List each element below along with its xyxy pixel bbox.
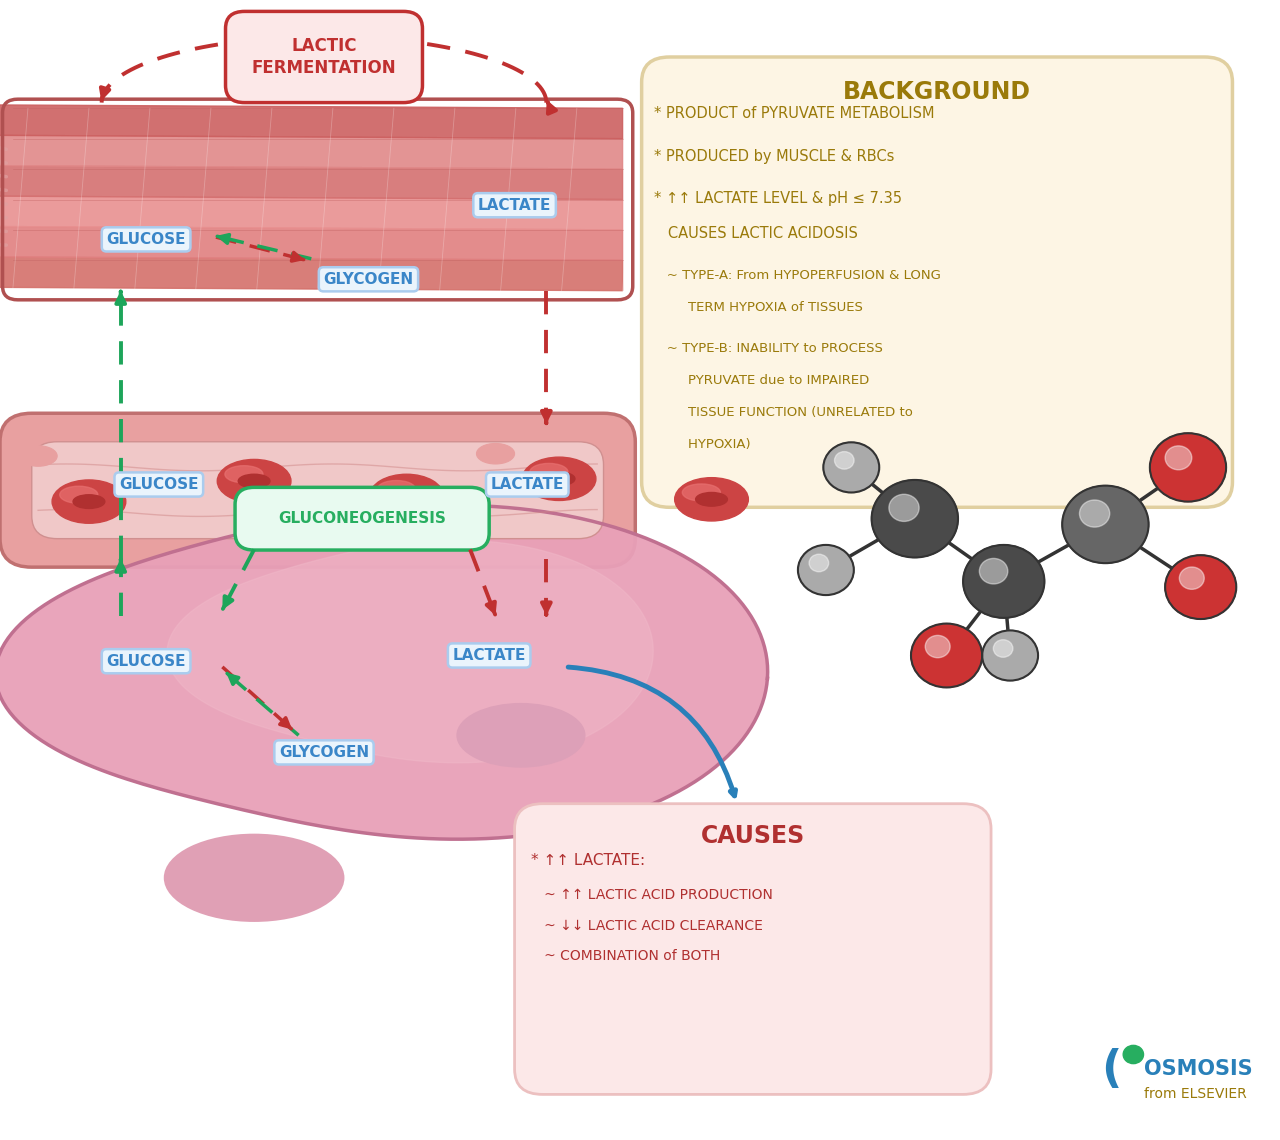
Ellipse shape xyxy=(73,495,105,508)
Text: LACTATE: LACTATE xyxy=(477,197,552,213)
Circle shape xyxy=(1062,486,1148,563)
Circle shape xyxy=(1179,567,1204,589)
Ellipse shape xyxy=(378,481,416,497)
Text: GLUCOSE: GLUCOSE xyxy=(106,231,186,247)
Text: ~ TYPE-B: INABILITY to PROCESS: ~ TYPE-B: INABILITY to PROCESS xyxy=(654,342,883,356)
Ellipse shape xyxy=(543,472,575,486)
Ellipse shape xyxy=(19,446,58,466)
Ellipse shape xyxy=(675,478,749,521)
Polygon shape xyxy=(0,136,622,169)
Text: LACTIC
FERMENTATION: LACTIC FERMENTATION xyxy=(252,36,397,78)
Circle shape xyxy=(823,442,879,492)
Ellipse shape xyxy=(682,484,721,502)
Ellipse shape xyxy=(165,834,343,921)
Ellipse shape xyxy=(218,459,291,503)
Text: * PRODUCED by MUSCLE & RBCs: * PRODUCED by MUSCLE & RBCs xyxy=(654,148,895,164)
Text: from ELSEVIER: from ELSEVIER xyxy=(1143,1088,1247,1101)
Ellipse shape xyxy=(225,466,262,483)
Text: BACKGROUND: BACKGROUND xyxy=(844,80,1032,104)
Ellipse shape xyxy=(370,474,443,518)
Text: LACTATE: LACTATE xyxy=(453,648,526,663)
Text: ~ ↓↓ LACTIC ACID CLEARANCE: ~ ↓↓ LACTIC ACID CLEARANCE xyxy=(531,919,763,933)
Polygon shape xyxy=(0,227,622,260)
Circle shape xyxy=(925,635,950,658)
Ellipse shape xyxy=(457,703,585,767)
Circle shape xyxy=(809,554,828,572)
Polygon shape xyxy=(0,105,622,139)
Text: LACTATE: LACTATE xyxy=(490,477,564,492)
Circle shape xyxy=(911,624,982,687)
Text: ~ ↑↑ LACTIC ACID PRODUCTION: ~ ↑↑ LACTIC ACID PRODUCTION xyxy=(531,888,773,902)
Circle shape xyxy=(1165,446,1192,470)
FancyBboxPatch shape xyxy=(225,11,422,103)
FancyBboxPatch shape xyxy=(0,413,635,568)
Ellipse shape xyxy=(476,443,515,464)
Circle shape xyxy=(982,630,1038,681)
Text: TISSUE FUNCTION (UNRELATED to: TISSUE FUNCTION (UNRELATED to xyxy=(654,406,913,420)
Text: HYPOXIA): HYPOXIA) xyxy=(654,438,751,451)
Ellipse shape xyxy=(238,474,270,488)
Text: PYRUVATE due to IMPAIRED: PYRUVATE due to IMPAIRED xyxy=(654,374,869,388)
Text: GLUCONEOGENESIS: GLUCONEOGENESIS xyxy=(278,511,445,527)
Text: ~ COMBINATION of BOTH: ~ COMBINATION of BOTH xyxy=(531,950,721,963)
Ellipse shape xyxy=(390,489,422,503)
FancyBboxPatch shape xyxy=(236,487,489,549)
Circle shape xyxy=(993,640,1012,658)
Circle shape xyxy=(1123,1045,1143,1064)
Circle shape xyxy=(797,545,854,595)
Circle shape xyxy=(872,480,957,557)
Text: (: ( xyxy=(1102,1048,1123,1091)
Text: ~ TYPE-A: From HYPOPERFUSION & LONG: ~ TYPE-A: From HYPOPERFUSION & LONG xyxy=(654,269,941,283)
Circle shape xyxy=(1079,500,1110,527)
Circle shape xyxy=(835,451,854,470)
Ellipse shape xyxy=(731,448,769,469)
FancyBboxPatch shape xyxy=(515,804,991,1094)
FancyBboxPatch shape xyxy=(641,57,1233,507)
Text: GLYCOGEN: GLYCOGEN xyxy=(324,271,413,287)
Text: GLYCOGEN: GLYCOGEN xyxy=(279,744,369,760)
Circle shape xyxy=(1149,433,1226,502)
Text: GLUCOSE: GLUCOSE xyxy=(119,477,198,492)
Ellipse shape xyxy=(60,486,97,504)
Text: CAUSES LACTIC ACIDOSIS: CAUSES LACTIC ACIDOSIS xyxy=(654,226,858,242)
Circle shape xyxy=(979,559,1007,584)
Circle shape xyxy=(963,545,1044,618)
Polygon shape xyxy=(0,165,622,199)
Text: TERM HYPOXIA of TISSUES: TERM HYPOXIA of TISSUES xyxy=(654,301,863,315)
Polygon shape xyxy=(0,256,622,291)
FancyBboxPatch shape xyxy=(32,442,604,539)
Ellipse shape xyxy=(695,492,727,506)
Polygon shape xyxy=(0,196,622,230)
Text: CAUSES: CAUSES xyxy=(700,824,805,848)
Text: * ↑↑ LACTATE:: * ↑↑ LACTATE: xyxy=(531,853,645,869)
Circle shape xyxy=(1165,555,1236,619)
Text: OSMOSIS: OSMOSIS xyxy=(1143,1059,1252,1080)
Ellipse shape xyxy=(52,480,125,523)
Text: GLUCOSE: GLUCOSE xyxy=(106,653,186,669)
Ellipse shape xyxy=(530,464,568,481)
Polygon shape xyxy=(166,540,653,763)
Text: * PRODUCT of PYRUVATE METABOLISM: * PRODUCT of PYRUVATE METABOLISM xyxy=(654,106,934,122)
Polygon shape xyxy=(0,505,768,839)
Text: * ↑↑ LACTATE LEVEL & pH ≤ 7.35: * ↑↑ LACTATE LEVEL & pH ≤ 7.35 xyxy=(654,190,902,206)
Ellipse shape xyxy=(522,457,596,500)
Circle shape xyxy=(888,495,919,521)
